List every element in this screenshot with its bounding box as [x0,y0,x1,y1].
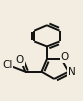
Text: Cl: Cl [2,60,12,70]
Text: O: O [61,52,69,62]
Text: O: O [16,55,24,65]
Text: N: N [68,67,76,77]
